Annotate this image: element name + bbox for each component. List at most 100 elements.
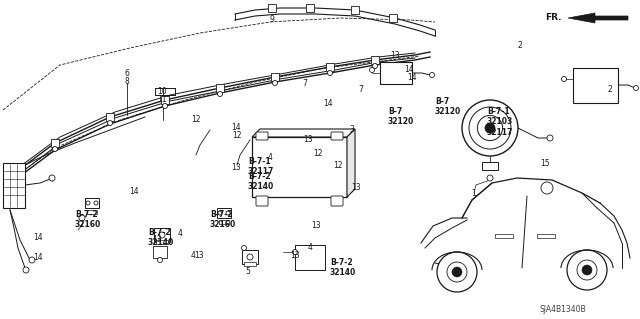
Bar: [537, 234, 555, 238]
Circle shape: [582, 265, 592, 275]
Bar: [154, 228, 170, 242]
Circle shape: [23, 267, 29, 273]
Circle shape: [159, 232, 165, 238]
Text: B-7-1
32103
32117: B-7-1 32103 32117: [487, 107, 513, 137]
Text: 6: 6: [125, 69, 129, 78]
Bar: [85, 198, 99, 208]
Circle shape: [485, 123, 495, 133]
Text: 10: 10: [157, 86, 167, 95]
Bar: [389, 14, 397, 22]
Text: 4: 4: [308, 243, 312, 253]
Circle shape: [94, 201, 98, 205]
Text: 14: 14: [33, 254, 43, 263]
Text: 12: 12: [232, 130, 242, 139]
Text: 15: 15: [540, 159, 550, 167]
Bar: [252, 137, 347, 197]
Text: 2: 2: [518, 41, 522, 49]
FancyBboxPatch shape: [256, 196, 268, 206]
Bar: [295, 245, 325, 270]
Text: 1: 1: [472, 189, 476, 197]
Text: 14: 14: [33, 234, 43, 242]
Text: B-7-2
32140: B-7-2 32140: [148, 228, 174, 248]
Circle shape: [477, 115, 502, 141]
Circle shape: [634, 85, 639, 91]
Circle shape: [547, 135, 553, 141]
Text: 7: 7: [358, 85, 364, 94]
Bar: [326, 63, 334, 71]
Circle shape: [369, 68, 374, 72]
Bar: [371, 56, 379, 64]
Circle shape: [273, 80, 278, 85]
Circle shape: [328, 70, 333, 76]
Bar: [482, 162, 498, 170]
Polygon shape: [252, 129, 355, 137]
FancyBboxPatch shape: [331, 196, 343, 206]
Bar: [153, 246, 167, 258]
Bar: [573, 68, 618, 103]
Text: 13: 13: [303, 136, 313, 145]
Bar: [242, 250, 258, 264]
Text: 13: 13: [231, 164, 241, 173]
Bar: [161, 96, 169, 104]
Circle shape: [561, 77, 566, 81]
Text: 14: 14: [231, 123, 241, 132]
Circle shape: [86, 201, 90, 205]
Text: 14: 14: [129, 188, 139, 197]
Text: 14: 14: [407, 73, 417, 83]
Text: SJA4B1340B: SJA4B1340B: [540, 306, 586, 315]
Text: 8: 8: [125, 77, 129, 85]
Text: 13: 13: [194, 250, 204, 259]
Bar: [106, 113, 114, 121]
Bar: [87, 210, 97, 214]
Text: FR.: FR.: [545, 12, 562, 21]
Bar: [495, 234, 513, 238]
Bar: [3, 163, 25, 208]
FancyBboxPatch shape: [256, 132, 268, 140]
Bar: [380, 62, 412, 84]
Text: 14: 14: [404, 65, 414, 75]
Text: B-7-2
32160: B-7-2 32160: [210, 210, 236, 229]
Bar: [244, 262, 256, 266]
Circle shape: [157, 257, 163, 263]
Text: 12: 12: [313, 149, 323, 158]
Circle shape: [462, 100, 518, 156]
Circle shape: [541, 182, 553, 194]
Text: 13: 13: [152, 235, 162, 244]
Bar: [156, 240, 168, 244]
Text: 11: 11: [157, 94, 167, 103]
Circle shape: [247, 254, 253, 260]
Circle shape: [241, 246, 246, 250]
Bar: [216, 84, 224, 92]
Polygon shape: [347, 129, 355, 197]
Text: B-7-1
32117: B-7-1 32117: [248, 157, 275, 176]
Text: 3: 3: [349, 125, 355, 135]
Text: 7: 7: [303, 78, 307, 87]
Text: 13: 13: [351, 182, 361, 191]
Text: 12: 12: [333, 160, 343, 169]
Circle shape: [108, 121, 113, 125]
Circle shape: [437, 252, 477, 292]
Bar: [268, 4, 276, 12]
Polygon shape: [568, 13, 628, 23]
Circle shape: [292, 249, 298, 255]
Circle shape: [218, 211, 222, 215]
Circle shape: [79, 215, 85, 221]
Text: 13: 13: [290, 250, 300, 259]
Bar: [217, 208, 231, 218]
FancyBboxPatch shape: [331, 132, 343, 140]
Text: 13: 13: [390, 51, 400, 61]
Text: 4: 4: [177, 228, 182, 238]
Circle shape: [452, 267, 462, 277]
Circle shape: [52, 146, 58, 152]
Circle shape: [577, 260, 597, 280]
Bar: [271, 73, 279, 81]
Text: B-7
32120: B-7 32120: [435, 97, 461, 116]
Circle shape: [163, 103, 168, 108]
Circle shape: [487, 175, 493, 181]
Bar: [51, 139, 59, 147]
Text: B-7
32120: B-7 32120: [388, 107, 414, 126]
Bar: [351, 6, 359, 14]
Circle shape: [447, 262, 467, 282]
Circle shape: [372, 63, 378, 69]
Circle shape: [469, 107, 511, 149]
